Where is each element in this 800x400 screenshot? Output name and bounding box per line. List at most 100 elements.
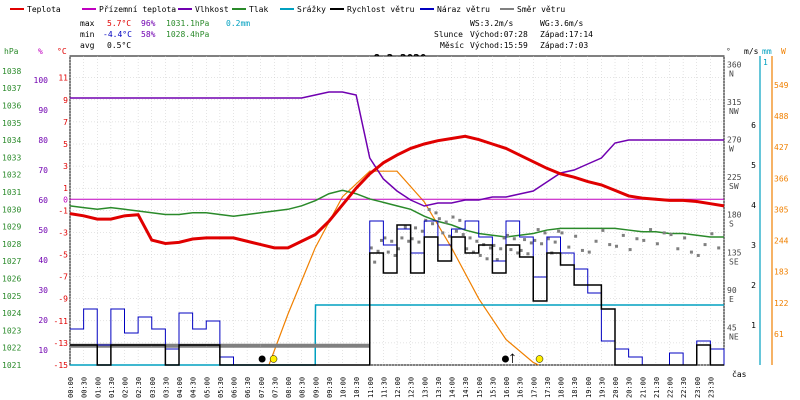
x-tick-label: 01:30 bbox=[108, 377, 116, 398]
x-tick-label: 07:00 bbox=[258, 377, 266, 398]
x-tick-label: 19:30 bbox=[598, 377, 606, 398]
series-mark-direction bbox=[386, 250, 390, 254]
series-mark-direction bbox=[516, 251, 520, 255]
pressure-tick: 1038 bbox=[2, 67, 21, 76]
rain-tick: 1 bbox=[763, 58, 768, 67]
series-line-wind bbox=[70, 224, 724, 366]
x-tick-label: 10:00 bbox=[340, 377, 348, 398]
pressure-tick: 1024 bbox=[2, 309, 21, 318]
series-mark-direction bbox=[427, 208, 431, 212]
direction-label: NW bbox=[729, 107, 739, 116]
series-mark-direction bbox=[615, 244, 618, 248]
humidity-tick: 90 bbox=[38, 106, 48, 115]
x-tick-label: 20:30 bbox=[626, 377, 634, 398]
series-mark-direction bbox=[506, 233, 509, 237]
rain-axis-unit: mm bbox=[762, 47, 772, 56]
x-tick-label: 03:00 bbox=[149, 377, 157, 398]
series-mark-direction bbox=[635, 237, 639, 241]
series-mark-direction bbox=[451, 215, 455, 219]
direction-tick: 270 bbox=[727, 136, 742, 145]
direction-label: E bbox=[729, 295, 734, 304]
x-tick-label: 18:00 bbox=[558, 377, 566, 398]
stat-min-label: min bbox=[80, 30, 95, 39]
x-tick-label: 15:00 bbox=[476, 377, 484, 398]
moon-set: Západ:7:03 bbox=[540, 41, 588, 50]
solar-tick: 305 bbox=[774, 205, 789, 214]
x-tick-label: 11:30 bbox=[380, 377, 388, 398]
series-mark-direction bbox=[574, 234, 578, 238]
x-tick-label: 13:00 bbox=[421, 377, 429, 398]
direction-tick: 90 bbox=[727, 286, 737, 295]
series-mark-direction bbox=[424, 218, 428, 222]
x-tick-label: 12:30 bbox=[408, 377, 416, 398]
sun-moon-panel: WS:3.2m/s WG:3.6m/s Slunce Východ:07:28 … bbox=[434, 19, 593, 50]
series-mark-direction bbox=[403, 225, 407, 229]
series-mark-direction bbox=[655, 242, 659, 246]
series-mark-direction bbox=[420, 229, 424, 233]
series-mark-direction bbox=[369, 246, 373, 250]
x-tick-label: 04:30 bbox=[190, 377, 198, 398]
temperature-tick: 5 bbox=[63, 140, 68, 149]
legend-label: Přízemní teplota bbox=[99, 5, 176, 14]
temperature-tick: -13 bbox=[54, 339, 69, 348]
humidity-tick: 70 bbox=[38, 166, 48, 175]
wind-tick: 4 bbox=[751, 201, 756, 210]
x-tick-label: 20:00 bbox=[612, 377, 620, 398]
solar-tick: 183 bbox=[774, 268, 789, 277]
x-tick-label: 21:30 bbox=[653, 377, 661, 398]
series-mark-direction bbox=[465, 247, 469, 251]
legend-label: Směr větru bbox=[517, 5, 565, 14]
stat-min-press: 1028.4hPa bbox=[166, 30, 210, 39]
series-mark-direction bbox=[526, 252, 530, 256]
x-tick-label: 15:30 bbox=[489, 377, 497, 398]
x-tick-label: 06:00 bbox=[231, 377, 239, 398]
direction-label: S bbox=[729, 220, 734, 229]
x-tick-label: 22:00 bbox=[667, 377, 675, 398]
series-mark-direction bbox=[485, 257, 489, 261]
series-mark-direction bbox=[669, 233, 673, 237]
series-mark-direction bbox=[642, 238, 646, 242]
series-mark-direction bbox=[495, 258, 499, 262]
series-mark-direction bbox=[431, 222, 435, 226]
solar-tick: 488 bbox=[774, 112, 789, 121]
series-mark-direction bbox=[441, 231, 445, 235]
direction-label: W bbox=[729, 145, 734, 154]
x-axis-label: čas bbox=[732, 369, 747, 379]
series-mark-direction bbox=[468, 236, 472, 240]
series-mark-direction bbox=[488, 246, 492, 250]
stat-avg-temp: 0.5°C bbox=[107, 41, 131, 50]
direction-label: NE bbox=[729, 332, 739, 341]
series-mark-direction bbox=[512, 237, 516, 241]
series-mark-direction bbox=[696, 253, 700, 257]
solar-tick: 427 bbox=[774, 143, 789, 152]
stats-panel: max 5.7°C 96% 1031.1hPa 0.2mm min -4.4°C… bbox=[80, 19, 250, 50]
series-mark-direction bbox=[478, 253, 482, 257]
series-mark-direction bbox=[540, 242, 544, 246]
direction-tick: 225 bbox=[727, 173, 742, 182]
series-mark-direction bbox=[717, 246, 721, 250]
pressure-tick: 1035 bbox=[2, 119, 21, 128]
x-tick-label: 14:00 bbox=[449, 377, 457, 398]
series-mark-direction bbox=[393, 253, 397, 257]
series-mark-direction bbox=[567, 245, 571, 249]
temperature-tick: -7 bbox=[58, 273, 68, 282]
humidity-tick: 40 bbox=[38, 256, 48, 265]
x-tick-label: 21:00 bbox=[639, 377, 647, 398]
pressure-tick: 1037 bbox=[2, 84, 21, 93]
x-tick-label: 02:00 bbox=[122, 377, 130, 398]
series-mark-direction bbox=[533, 238, 537, 242]
series-mark-direction bbox=[434, 211, 438, 215]
x-tick-label: 04:00 bbox=[176, 377, 184, 398]
solar-tick: 366 bbox=[774, 174, 789, 183]
axes: hPa1038103710361035103410331032103110301… bbox=[2, 47, 789, 370]
x-tick-label: 17:30 bbox=[544, 377, 552, 398]
series-mark-direction bbox=[475, 239, 479, 243]
legend-label: Rychlost větru bbox=[347, 5, 415, 14]
series-line-temperature bbox=[69, 134, 725, 250]
series-mark-direction bbox=[444, 220, 448, 224]
series-mark-direction bbox=[628, 248, 632, 252]
stat-max-rain: 0.2mm bbox=[226, 19, 250, 28]
stat-max-hum: 96% bbox=[141, 19, 156, 28]
series-mark-direction bbox=[601, 228, 605, 232]
series-mark-direction bbox=[492, 243, 496, 247]
